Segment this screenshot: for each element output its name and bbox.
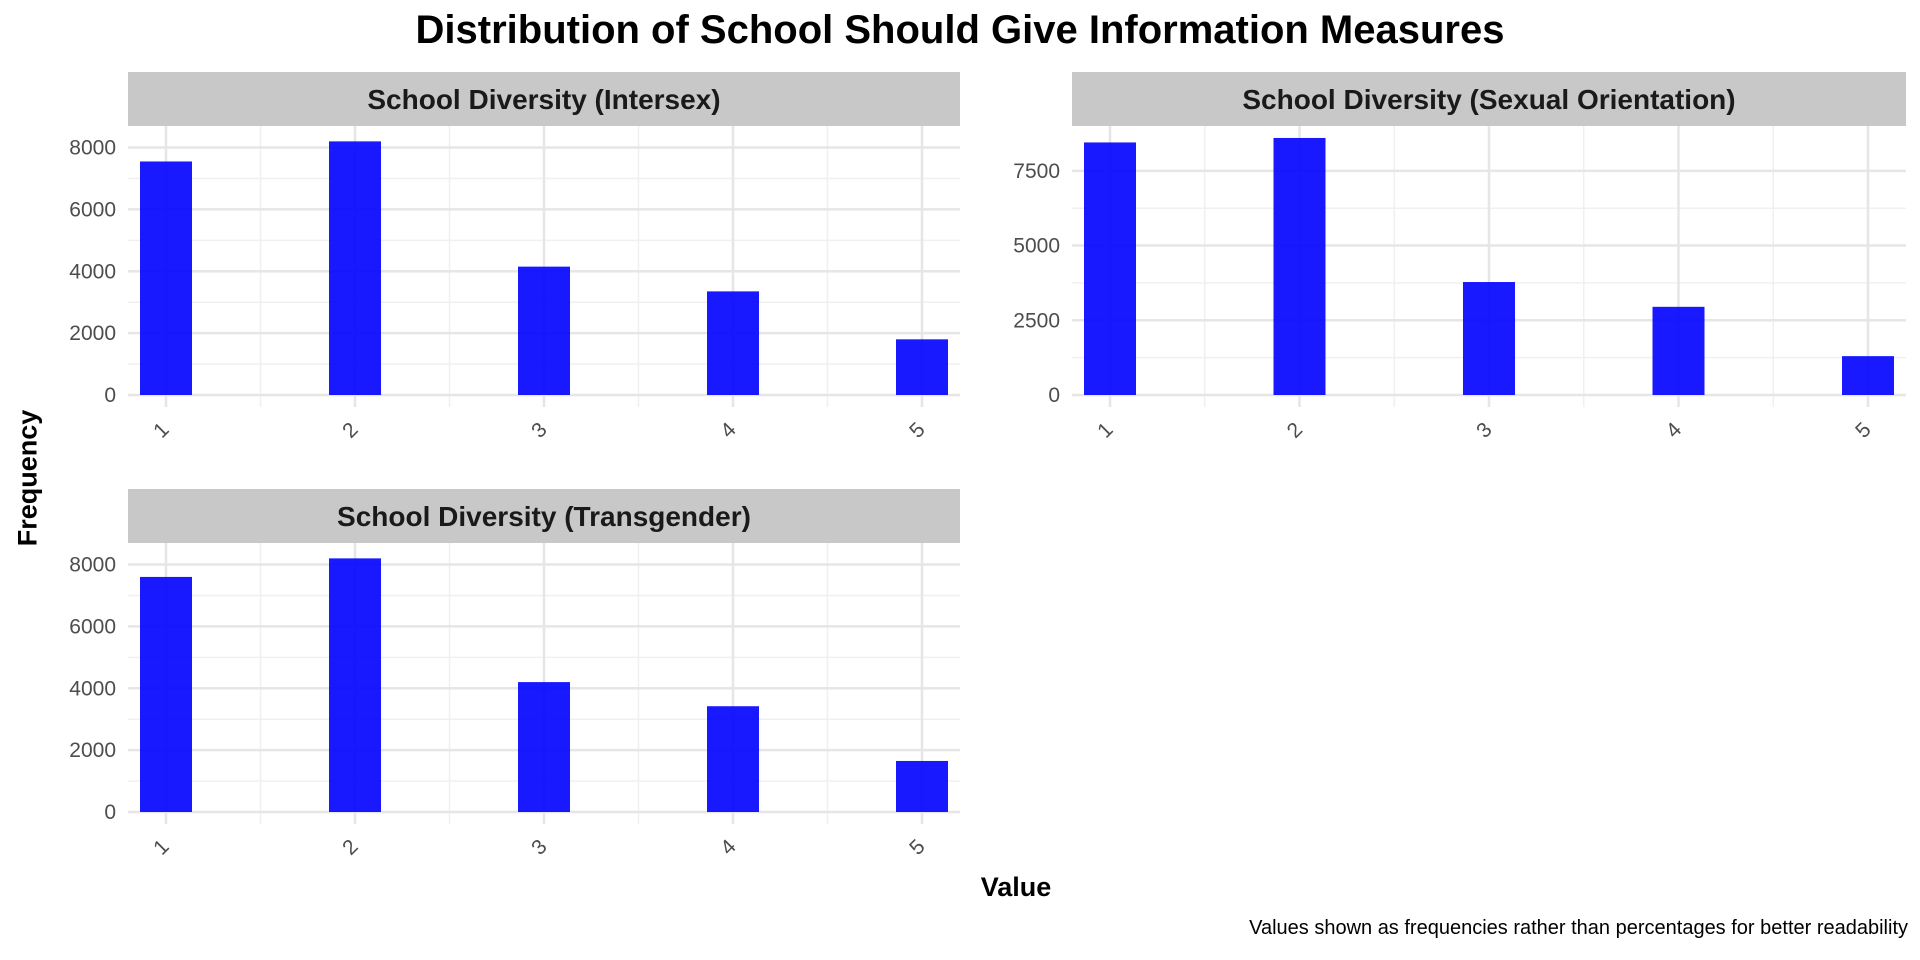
y-tick-label: 0 bbox=[104, 384, 116, 407]
y-tick-label: 2000 bbox=[69, 322, 116, 345]
facet-strip-label: School Diversity (Transgender) bbox=[337, 501, 751, 532]
bar bbox=[518, 682, 570, 812]
y-tick-label: 4000 bbox=[69, 677, 116, 700]
y-tick-label: 7500 bbox=[1013, 160, 1060, 183]
facet-panel: School Diversity (Transgender) 0 2000 4000 6… bbox=[69, 489, 960, 860]
x-tick-label: 4 bbox=[716, 418, 741, 443]
bar bbox=[896, 760, 948, 812]
bar bbox=[518, 266, 570, 395]
x-tick-label: 3 bbox=[1472, 418, 1497, 443]
bar bbox=[329, 558, 381, 812]
bar bbox=[1273, 137, 1326, 395]
y-tick-label: 8000 bbox=[69, 554, 116, 577]
bar bbox=[1842, 356, 1894, 395]
bar bbox=[896, 339, 948, 395]
x-tick-label: 2 bbox=[338, 835, 363, 860]
chart-caption: Values shown as frequencies rather than … bbox=[1249, 917, 1908, 939]
x-tick-label: 4 bbox=[1662, 418, 1687, 443]
bar bbox=[140, 576, 192, 812]
facet-strip-label: School Diversity (Intersex) bbox=[367, 84, 720, 115]
bar bbox=[1084, 142, 1136, 395]
x-tick-label: 1 bbox=[149, 418, 174, 443]
y-tick-label: 0 bbox=[1048, 384, 1060, 407]
x-tick-label: 1 bbox=[149, 835, 174, 860]
y-tick-label: 0 bbox=[104, 801, 116, 824]
y-tick-label: 6000 bbox=[69, 615, 116, 638]
y-tick-label: 4000 bbox=[69, 260, 116, 283]
y-tick-label: 5000 bbox=[1013, 235, 1060, 258]
facet-strip bbox=[1072, 72, 1906, 126]
bar bbox=[707, 291, 759, 395]
facet-panel: School Diversity (Sexual Orientation)025… bbox=[1013, 72, 1906, 443]
chart-title: Distribution of School Should Give Infor… bbox=[415, 8, 1505, 52]
x-tick-label: 3 bbox=[527, 835, 552, 860]
bar bbox=[329, 141, 381, 395]
x-tick-label: 3 bbox=[527, 418, 552, 443]
facet-strip-label: School Diversity (Sexual Orientation) bbox=[1242, 84, 1735, 115]
facet-panel: School Diversity (Intersex) 0 2000 4000 6000… bbox=[69, 72, 960, 443]
x-tick-label: 5 bbox=[905, 418, 930, 443]
bar bbox=[140, 161, 192, 395]
bar bbox=[1652, 306, 1705, 395]
x-tick-label: 1 bbox=[1093, 418, 1118, 443]
y-tick-label: 8000 bbox=[69, 137, 116, 160]
x-tick-label: 5 bbox=[1851, 418, 1876, 443]
bar bbox=[1463, 282, 1515, 395]
bar bbox=[707, 706, 759, 812]
y-tick-label: 6000 bbox=[69, 198, 116, 221]
y-tick-label: 2500 bbox=[1013, 309, 1060, 332]
x-tick-label: 2 bbox=[1283, 418, 1308, 443]
x-tick-label: 2 bbox=[338, 418, 363, 443]
x-tick-label: 5 bbox=[905, 835, 930, 860]
facet-strip bbox=[128, 489, 960, 543]
x-tick-label: 4 bbox=[716, 835, 741, 860]
x-axis-label: Value bbox=[980, 872, 1052, 902]
y-tick-label: 2000 bbox=[69, 739, 116, 762]
facet-strip bbox=[128, 72, 960, 126]
